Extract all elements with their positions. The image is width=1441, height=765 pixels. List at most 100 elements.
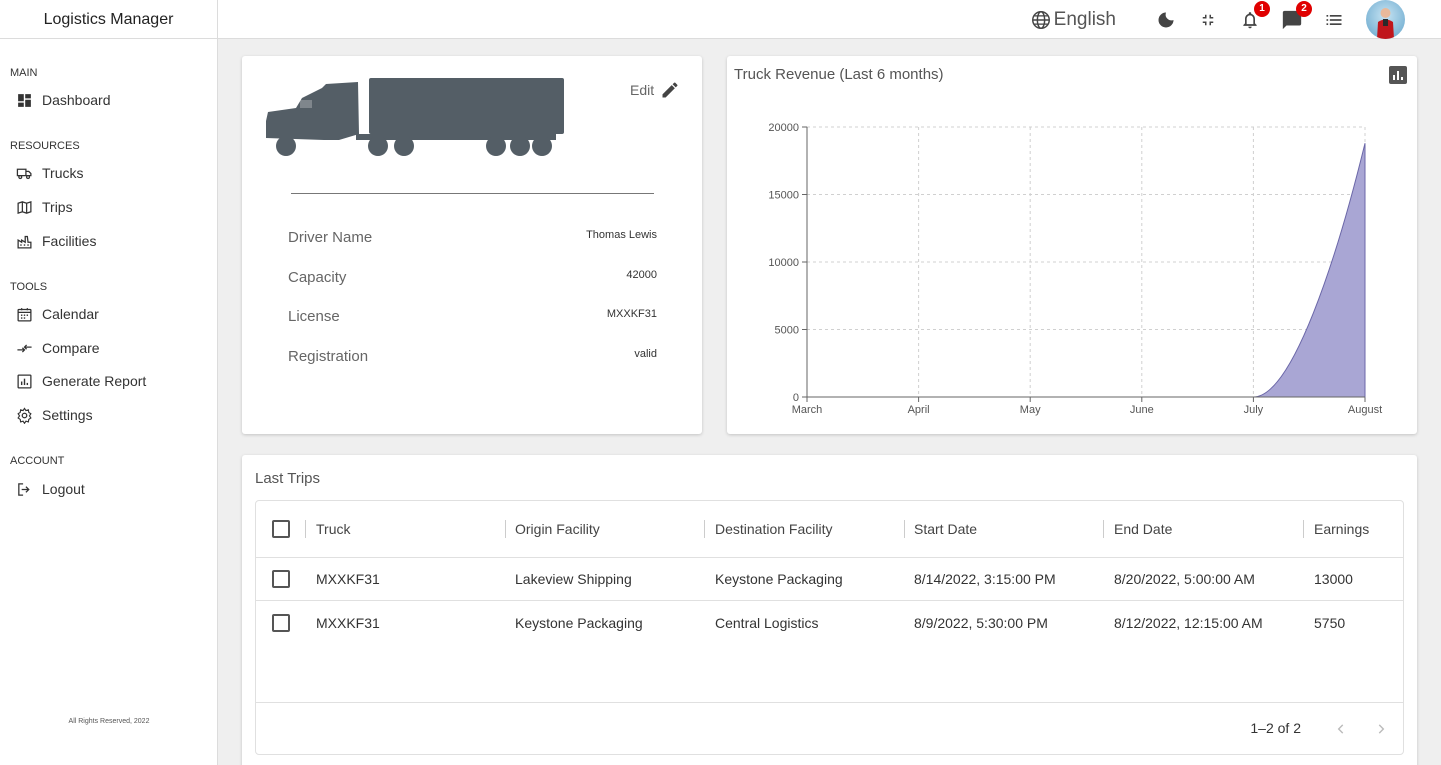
sidebar-item-facilities[interactable]: Facilities: [16, 230, 96, 252]
revenue-chart: 0 5000 10000 15000 20000 March April May June Jul…: [768, 122, 1382, 416]
sidebar-item-label: Facilities: [42, 233, 97, 249]
app-title: Logistics Manager: [0, 0, 218, 39]
driver-name-value: Thomas Lewis: [586, 229, 657, 241]
x-tick-label: May: [1020, 404, 1041, 416]
avatar[interactable]: [1366, 0, 1405, 39]
table-pagination: 1–2 of 2: [256, 702, 1403, 754]
x-tick-label: April: [908, 404, 930, 416]
cell-earnings: 5750: [1314, 614, 1346, 631]
section-title-account: ACCOUNT: [10, 455, 65, 467]
column-header-truck[interactable]: Truck: [316, 521, 351, 537]
sidebar-item-compare[interactable]: Compare: [16, 337, 100, 359]
column-header-origin[interactable]: Origin Facility: [515, 521, 600, 537]
column-separator: [704, 520, 705, 538]
notifications-button[interactable]: 1: [1238, 0, 1270, 32]
sidebar-item-label: Compare: [42, 340, 100, 356]
table-header: Truck Origin Facility Destination Facili…: [256, 501, 1403, 558]
column-header-end-date[interactable]: End Date: [1114, 521, 1173, 537]
table-row[interactable]: MXXKF31 Lakeview Shipping Keystone Packa…: [256, 558, 1403, 601]
fullscreen-exit-button[interactable]: [1196, 8, 1220, 32]
column-header-start-date[interactable]: Start Date: [914, 521, 978, 537]
sidebar-item-generate-report[interactable]: Generate Report: [16, 370, 146, 392]
sidebar-item-label: Generate Report: [42, 373, 147, 389]
list-button[interactable]: [1322, 8, 1346, 32]
capacity-value: 42000: [626, 269, 657, 281]
y-tick-label: 0: [793, 392, 799, 404]
registration-value: valid: [634, 348, 657, 360]
column-separator: [904, 520, 905, 538]
x-tick-label: August: [1348, 404, 1382, 416]
globe-icon: [1031, 10, 1050, 29]
cell-earnings: 13000: [1314, 571, 1353, 587]
factory-icon: [17, 235, 32, 249]
dashboard-icon: [18, 93, 31, 107]
fullscreen-exit-icon: [1202, 14, 1214, 25]
language-selector[interactable]: English: [1030, 9, 1116, 31]
trips-title: Last Trips: [255, 470, 321, 487]
section-title-main: MAIN: [10, 67, 38, 79]
column-header-destination[interactable]: Destination Facility: [715, 521, 833, 537]
logout-icon: [18, 482, 30, 496]
dark-mode-toggle[interactable]: [1154, 8, 1178, 32]
pencil-icon: [662, 82, 678, 98]
edit-label: Edit: [630, 82, 655, 98]
truck-icon: [16, 168, 32, 179]
report-icon: [17, 373, 32, 389]
x-tick-label: July: [1244, 404, 1264, 416]
truck-details-card: Edit Driver Name Thomas Lewis Capacity 4…: [242, 56, 702, 434]
row-select-cell: [272, 601, 290, 644]
sidebar-item-label: Calendar: [42, 306, 99, 322]
table-row[interactable]: MXXKF31 Keystone Packaging Central Logis…: [256, 601, 1403, 644]
row-checkbox[interactable]: [272, 570, 290, 588]
cell-start-date: 8/9/2022, 5:30:00 PM: [914, 614, 1048, 631]
cell-truck: MXXKF31: [316, 614, 380, 631]
previous-page-button[interactable]: [1331, 719, 1351, 739]
messages-badge: 2: [1296, 0, 1312, 17]
driver-name-label: Driver Name: [288, 229, 373, 246]
y-tick-label: 5000: [775, 325, 799, 337]
row-checkbox[interactable]: [272, 613, 290, 632]
column-separator: [305, 520, 306, 538]
top-bar: Logistics Manager English 1 2: [0, 0, 1441, 39]
sidebar-item-dashboard[interactable]: Dashboard: [16, 89, 111, 111]
column-header-earnings[interactable]: Earnings: [1314, 521, 1370, 537]
cell-destination: Keystone Packaging: [715, 571, 843, 587]
select-all-checkbox[interactable]: [272, 520, 290, 538]
messages-button[interactable]: 2: [1280, 0, 1312, 32]
sidebar-item-calendar[interactable]: Calendar: [16, 303, 99, 325]
top-actions: English 1 2: [1030, 0, 1405, 39]
y-tick-label: 20000: [768, 122, 799, 134]
notifications-badge: 1: [1254, 0, 1270, 17]
sidebar-item-trips[interactable]: Trips: [16, 196, 73, 218]
edit-button[interactable]: Edit: [630, 80, 680, 100]
truck-image: [266, 78, 564, 156]
compare-icon: [17, 344, 32, 352]
trips-table: Truck Origin Facility Destination Facili…: [255, 500, 1404, 755]
sidebar-item-settings[interactable]: Settings: [16, 404, 93, 426]
capacity-label: Capacity: [288, 269, 347, 286]
revenue-area-series: [807, 143, 1366, 398]
sidebar-item-trucks[interactable]: Trucks: [16, 162, 83, 184]
registration-label: Registration: [288, 348, 369, 365]
column-separator: [1103, 520, 1104, 538]
bell-icon: [1243, 11, 1257, 28]
last-trips-card: Last Trips Truck Origin Facility Destina…: [242, 455, 1417, 765]
section-title-tools: TOOLS: [10, 281, 48, 293]
chart-type-button[interactable]: [1389, 66, 1407, 84]
cell-start-date: 8/14/2022, 3:15:00 PM: [914, 571, 1056, 587]
cell-truck: MXXKF31: [316, 571, 380, 587]
chart-title: Truck Revenue (Last 6 months): [734, 66, 944, 83]
y-tick-label: 15000: [768, 190, 799, 202]
sidebar-item-label: Logout: [42, 481, 85, 497]
settings-icon: [17, 406, 32, 424]
chevron-right-icon: [1378, 724, 1385, 734]
chat-icon: [1282, 10, 1302, 29]
cell-end-date: 8/12/2022, 12:15:00 AM: [1114, 614, 1263, 631]
pagination-label: 1–2 of 2: [1250, 720, 1301, 736]
revenue-chart-card: Truck Revenue (Last 6 months) 0 5000 10000…: [727, 56, 1417, 434]
dark-mode-icon: [1158, 12, 1174, 27]
select-all-cell: [272, 501, 290, 557]
next-page-button[interactable]: [1371, 719, 1391, 739]
sidebar-item-logout[interactable]: Logout: [16, 478, 85, 500]
sidebar: MAIN Dashboard RESOURCES Trucks Trips Fa…: [0, 39, 218, 765]
